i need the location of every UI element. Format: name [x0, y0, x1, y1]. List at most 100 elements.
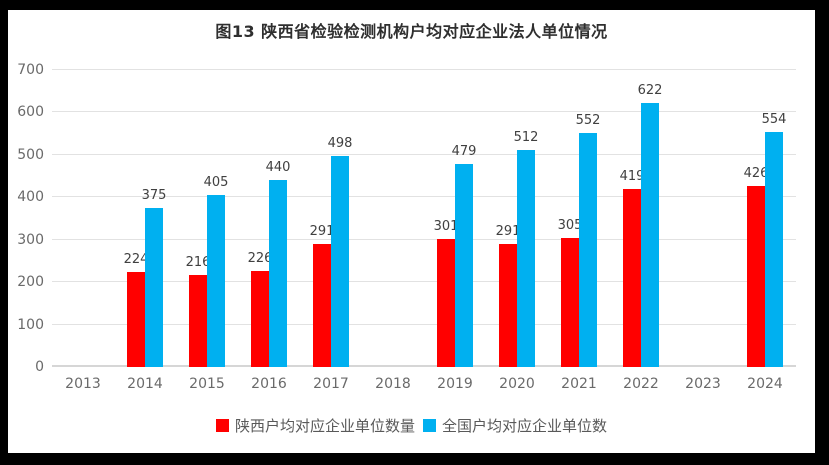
bar-wrap: 419	[620, 169, 644, 367]
x-axis-year-label: 2017	[313, 376, 349, 392]
bar-wrap: 426	[744, 166, 768, 367]
bar-national	[579, 133, 597, 367]
bar-national	[145, 208, 163, 367]
bar-national	[641, 103, 659, 367]
bar-national	[269, 180, 287, 367]
category-slot: 224 375	[114, 70, 176, 367]
bar-value-label: 305	[557, 218, 583, 233]
bar-shaanxi	[561, 238, 579, 367]
bar-pair: 216 405	[186, 175, 228, 367]
legend-item-shaanxi: 陕西户均对应企业单位数量	[215, 415, 415, 436]
x-axis-year-label: 2014	[127, 376, 163, 392]
bar-pair: 291 512	[496, 130, 538, 367]
bar-national	[455, 164, 473, 367]
bar-value-label: 426	[743, 166, 769, 181]
bar-pair: 226 440	[248, 160, 290, 367]
x-axis-year-label: 2016	[251, 376, 287, 392]
gridline	[52, 238, 796, 240]
bar-shaanxi	[313, 244, 331, 367]
chart-title: 图13 陕西省检验检测机构户均对应企业法人单位情况	[215, 22, 608, 41]
bar-national	[517, 150, 535, 367]
legend-label-shaanxi: 陕西户均对应企业单位数量	[234, 417, 415, 435]
x-axis-year-label: 2024	[747, 376, 783, 392]
bar-shaanxi	[189, 275, 207, 367]
bar-wrap: 512	[514, 130, 538, 367]
category-slot: 301 479	[424, 70, 486, 367]
bar-shaanxi	[623, 189, 641, 367]
category-slot: 291 512	[486, 70, 548, 367]
bar-value-label: 554	[761, 112, 787, 127]
bar-shaanxi	[747, 186, 765, 367]
x-axis: 2013 2014 2015 2016 2017 2018 2019 2020 2021 2022…	[52, 376, 796, 392]
bar-value-label: 440	[265, 160, 291, 175]
y-axis-tick-label: 200	[17, 274, 44, 291]
bar-wrap: 375	[142, 188, 166, 367]
bar-value-label: 405	[203, 175, 229, 190]
bar-value-label: 291	[309, 224, 335, 239]
bar-value-label: 479	[451, 144, 477, 159]
category-slot: 419 622	[610, 70, 672, 367]
x-axis-year-label: 2013	[65, 376, 101, 392]
category-slot	[52, 70, 114, 367]
gridline	[52, 69, 796, 70]
bar-wrap: 301	[434, 219, 458, 367]
bar-wrap: 440	[266, 160, 290, 367]
bar-value-label: 512	[513, 130, 539, 145]
category-slot: 426 554	[734, 70, 796, 367]
x-axis-year-label: 2015	[189, 376, 225, 392]
bar-pair: 419 622	[620, 83, 662, 367]
bar-wrap: 224	[124, 252, 148, 367]
bar-shaanxi	[499, 244, 517, 367]
y-axis-tick-label: 400	[17, 189, 44, 206]
bar-value-label: 224	[123, 252, 149, 267]
bar-wrap: 291	[310, 224, 334, 367]
bar-value-label: 291	[495, 224, 521, 239]
bar-national	[331, 156, 349, 367]
category-slot	[362, 70, 424, 367]
bar-wrap: 554	[762, 112, 786, 367]
y-axis-tick-label: 300	[17, 231, 44, 248]
bar-value-label: 552	[575, 113, 601, 128]
bar-pair: 426 554	[744, 112, 786, 367]
bar-shaanxi	[251, 271, 269, 367]
legend-item-national: 全国户均对应企业单位数	[423, 415, 607, 436]
x-axis-year-label: 2019	[437, 376, 473, 392]
bar-value-label: 498	[327, 136, 353, 151]
category-slot: 216 405	[176, 70, 238, 367]
bar-pair: 224 375	[124, 188, 166, 367]
bar-wrap: 498	[328, 136, 352, 367]
gridline	[52, 196, 796, 198]
bar-wrap: 305	[558, 218, 582, 367]
x-axis-year-label: 2021	[561, 376, 597, 392]
bar-shaanxi	[437, 239, 455, 367]
gridline	[52, 153, 796, 155]
chart-canvas: 图13 陕西省检验检测机构户均对应企业法人单位情况 0 100 200 300 400 5…	[8, 10, 815, 453]
bar-wrap: 405	[204, 175, 228, 367]
legend-swatch-shaanxi	[215, 419, 229, 432]
y-axis-tick-label: 100	[17, 316, 44, 333]
bar-wrap: 216	[186, 255, 210, 367]
legend: 陕西户均对应企业单位数量 全国户均对应企业单位数	[8, 415, 815, 436]
bar-shaanxi	[127, 272, 145, 367]
bar-national	[765, 132, 783, 367]
plot-area: 224 375 216 405 226 440 291 498 301 479 291 512 305 5…	[52, 69, 796, 367]
x-axis-year-label: 2022	[623, 376, 659, 392]
y-axis-tick-label: 0	[35, 359, 44, 375]
bar-national	[207, 195, 225, 367]
x-axis-year-label: 2020	[499, 376, 535, 392]
bar-value-label: 216	[185, 255, 211, 270]
y-axis-tick-label: 600	[17, 104, 44, 121]
category-slot: 291 498	[300, 70, 362, 367]
gridline	[52, 323, 796, 325]
bar-wrap: 622	[638, 83, 662, 367]
gridline	[52, 365, 796, 367]
legend-label-national: 全国户均对应企业单位数	[442, 417, 608, 435]
bar-value-label: 375	[141, 188, 167, 203]
bar-pair: 305 552	[558, 113, 600, 367]
bar-wrap: 291	[496, 224, 520, 367]
bar-pair: 291 498	[310, 136, 352, 367]
category-slot: 226 440	[238, 70, 300, 367]
bar-wrap: 552	[576, 113, 600, 367]
gridline	[52, 281, 796, 283]
